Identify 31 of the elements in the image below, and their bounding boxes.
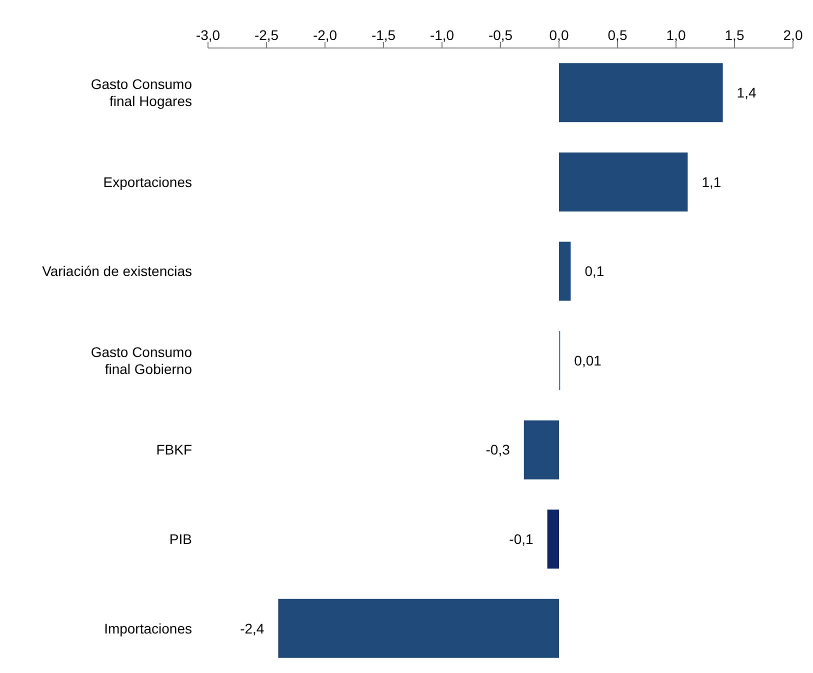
data-label: -2,4: [240, 620, 264, 636]
x-tick-label: -1,5: [371, 27, 396, 43]
x-tick-label: -3,0: [196, 27, 220, 43]
data-label: 1,1: [702, 174, 722, 190]
x-tick-label: 2,0: [783, 27, 803, 43]
data-label: -0,1: [509, 531, 534, 548]
x-tick-label: 1,0: [666, 27, 686, 43]
data-label: 0,01: [574, 352, 602, 368]
y-tick-label: Gasto Consumo final Gobierno: [90, 344, 192, 377]
y-tick-label: PIB: [169, 530, 192, 547]
data-label: 0,1: [584, 263, 604, 280]
x-tick-label: 0,0: [549, 27, 569, 43]
bar: [278, 598, 559, 658]
bar: [524, 420, 559, 480]
x-tick-label: 1,5: [724, 27, 744, 43]
y-tick-label: FBKF: [156, 442, 192, 458]
data-label: 1,4: [736, 84, 756, 101]
y-tick-label: Variación de existencias: [42, 263, 192, 280]
y-tick-label: Exportaciones: [103, 174, 192, 190]
data-label: -0,3: [486, 442, 510, 458]
x-tick-label: -0,5: [488, 27, 513, 43]
x-tick-label: -2,5: [254, 27, 279, 43]
y-tick-label: Gasto Consumo final Hogares: [90, 76, 192, 109]
bar: [547, 510, 559, 569]
x-tick-label: -1,0: [430, 27, 454, 43]
x-tick-label: 0,5: [608, 27, 628, 43]
bar: [559, 63, 723, 122]
x-tick-label: -2,0: [312, 27, 338, 43]
y-tick-label: Importaciones: [104, 620, 192, 636]
bar: [559, 152, 688, 212]
bar: [559, 242, 571, 301]
